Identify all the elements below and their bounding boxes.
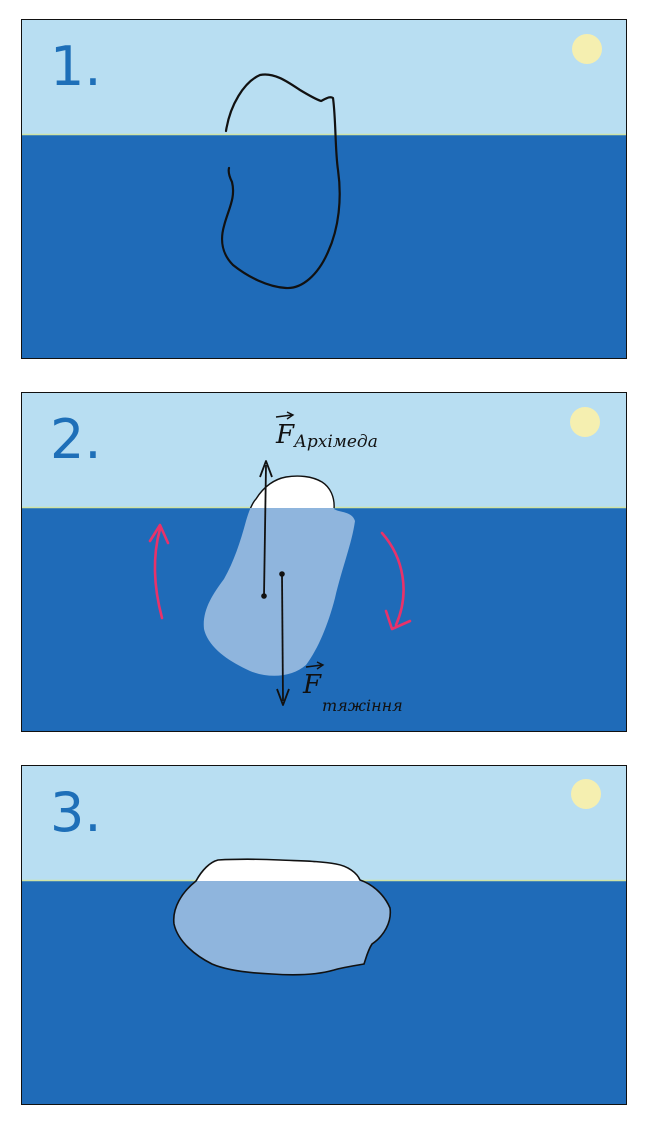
rotation-arrow-icon xyxy=(380,531,412,631)
panel-3: 3. xyxy=(21,765,627,1105)
gravity-force-subscript: тяжіння xyxy=(322,696,403,715)
gravity-force-arrow xyxy=(276,571,290,706)
buoyancy-force-subscript: Архімеда xyxy=(293,432,378,452)
buoyancy-force-letter: F xyxy=(275,420,295,450)
panel-1: 1. xyxy=(21,19,627,359)
iceberg-outline xyxy=(221,73,341,290)
sun-icon xyxy=(572,34,602,64)
panel-number: 2. xyxy=(50,408,102,471)
buoyancy-force-label: F Архімеда xyxy=(275,411,378,452)
sky xyxy=(22,20,626,135)
gravity-force-label: F тяжіння xyxy=(302,661,403,715)
panel-number: 1. xyxy=(50,35,102,98)
water xyxy=(22,134,626,358)
rotation-arrow-icon xyxy=(148,523,170,620)
sun-icon xyxy=(570,407,600,437)
gravity-force-letter: F xyxy=(302,670,322,700)
buoyancy-force-arrow xyxy=(259,460,273,599)
panel-3-scene xyxy=(22,766,626,1104)
panel-2: F Архімеда F тяжіння 2. xyxy=(21,392,627,732)
panel-number: 3. xyxy=(50,781,102,844)
panel-2-scene: F Архімеда F тяжіння xyxy=(22,393,626,731)
sun-icon xyxy=(571,779,601,809)
panel-1-scene xyxy=(22,20,626,358)
